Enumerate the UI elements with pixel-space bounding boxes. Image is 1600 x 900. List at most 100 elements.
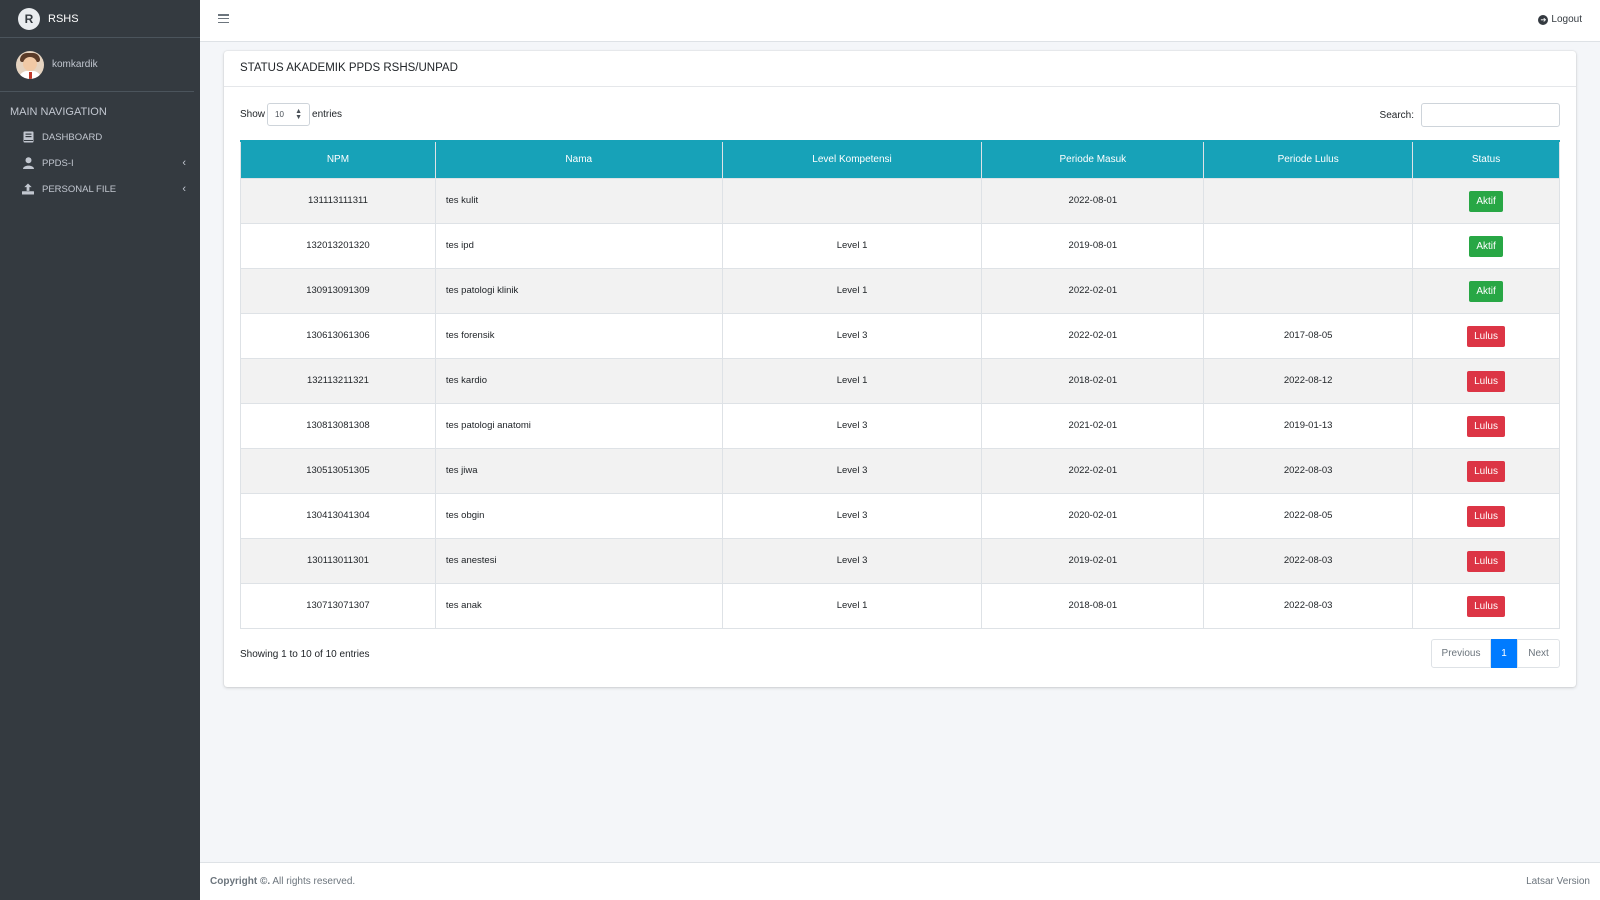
next-page-button[interactable]: Next — [1517, 639, 1560, 668]
updown-icon: ▲ ▼ — [295, 107, 303, 121]
cell-status: Lulus — [1412, 402, 1560, 449]
status-badge[interactable]: Aktif — [1469, 190, 1503, 212]
previous-page-button[interactable]: Previous — [1431, 639, 1491, 668]
cell-periode-masuk: 2022-02-01 — [981, 447, 1205, 494]
cell-periode-lulus — [1203, 267, 1414, 314]
cell-status: Lulus — [1412, 312, 1560, 359]
cell-npm: 130513051305 — [240, 447, 436, 494]
page-1-button[interactable]: 1 — [1491, 639, 1517, 668]
entries-value: 10 — [275, 110, 284, 119]
table-row: 130713071307 tes anak Level 1 2018-08-01 202… — [240, 582, 1560, 629]
cell-nama: tes patologi anatomi — [434, 402, 723, 449]
cell-nama: tes jiwa — [434, 447, 723, 494]
status-badge[interactable]: Lulus — [1467, 460, 1505, 482]
column-header-periode-lulus[interactable]: Periode Lulus — [1203, 140, 1414, 179]
cell-periode-masuk: 2018-02-01 — [981, 357, 1205, 404]
show-label: Show — [240, 109, 266, 120]
entries-select[interactable]: 10 ▲ ▼ — [267, 103, 311, 126]
column-header-periode-masuk[interactable]: Periode Masuk — [981, 140, 1205, 179]
table-info: Showing 1 to 10 of 10 entries — [240, 649, 370, 660]
column-header-status[interactable]: Status — [1412, 140, 1560, 179]
search-input[interactable] — [1421, 103, 1560, 127]
cell-periode-lulus: 2019-01-13 — [1203, 402, 1414, 449]
cell-level: Level 3 — [721, 447, 983, 494]
status-badge[interactable]: Lulus — [1467, 325, 1505, 347]
cell-periode-masuk: 2022-08-01 — [981, 177, 1205, 224]
column-header-npm[interactable]: NPM — [240, 140, 436, 179]
sidebar-item-personal-file[interactable]: PERSONAL FILE ‹ — [0, 176, 200, 202]
cell-periode-masuk: 2019-08-01 — [981, 222, 1205, 269]
table-controls: Show 10 ▲ ▼ entries Search: — [240, 103, 1560, 127]
upload-icon — [22, 183, 34, 196]
brand-name: RSHS — [48, 12, 79, 25]
table-row: 130513051305 tes jiwa Level 3 2022-02-01 202… — [240, 447, 1560, 494]
cell-periode-lulus: 2022-08-03 — [1203, 537, 1414, 584]
cell-nama: tes kardio — [434, 357, 723, 404]
search-label: Search: — [1379, 109, 1414, 121]
footer: Copyright ©. All rights reserved. Latsar… — [200, 862, 1600, 900]
entries-label: entries — [312, 109, 343, 120]
cell-nama: tes obgin — [434, 492, 723, 539]
cell-periode-lulus: 2022-08-03 — [1203, 447, 1414, 494]
cell-npm: 130413041304 — [240, 492, 436, 539]
logout-button[interactable]: ➔ Logout — [1538, 14, 1582, 25]
sidebar-item-label: DASHBOARD — [42, 131, 103, 143]
cell-level: Level 1 — [721, 222, 983, 269]
cell-periode-lulus: 2022-08-12 — [1203, 357, 1414, 404]
user-icon — [22, 157, 34, 170]
table-row: 130913091309 tes patologi klinik Level 1 20… — [240, 267, 1560, 314]
cell-status: Lulus — [1412, 537, 1560, 584]
cell-nama: tes kulit — [434, 177, 723, 224]
copyright-rest: All rights reserved. — [270, 876, 356, 887]
cell-periode-masuk: 2022-02-01 — [981, 267, 1205, 314]
nav-header: MAIN NAVIGATION — [10, 106, 107, 118]
chevron-left-icon: ‹ — [182, 157, 186, 169]
book-icon — [22, 131, 34, 144]
cell-periode-masuk: 2020-02-01 — [981, 492, 1205, 539]
cell-periode-masuk: 2018-08-01 — [981, 582, 1205, 629]
status-badge[interactable]: Aktif — [1469, 280, 1503, 302]
brand-link[interactable]: R RSHS — [0, 0, 200, 38]
cell-nama: tes ipd — [434, 222, 723, 269]
cell-level: Level 1 — [721, 582, 983, 629]
column-header-nama[interactable]: Nama — [434, 140, 723, 179]
cell-level: Level 1 — [721, 267, 983, 314]
cell-level — [721, 177, 983, 224]
cell-npm: 130813081308 — [240, 402, 436, 449]
cell-periode-lulus: 2017-08-05 — [1203, 312, 1414, 359]
user-name: komkardik — [52, 59, 98, 70]
cell-status: Lulus — [1412, 357, 1560, 404]
sign-out-icon: ➔ — [1538, 14, 1549, 25]
entries-length: Show 10 ▲ ▼ entries — [240, 103, 342, 126]
sidebar-item-ppds-i[interactable]: PPDS-I ‹ — [0, 150, 200, 176]
sidebar-item-dashboard[interactable]: DASHBOARD — [0, 124, 200, 150]
status-badge[interactable]: Lulus — [1467, 505, 1505, 527]
cell-level: Level 1 — [721, 357, 983, 404]
status-badge[interactable]: Lulus — [1467, 415, 1505, 437]
status-badge[interactable]: Lulus — [1467, 595, 1505, 617]
table-row: 130113011301 tes anestesi Level 3 2019-02-0… — [240, 537, 1560, 584]
brand-logo-icon: R — [18, 7, 40, 30]
status-badge[interactable]: Aktif — [1469, 235, 1503, 257]
cell-periode-lulus — [1203, 222, 1414, 269]
hamburger-menu-icon[interactable] — [218, 14, 229, 24]
table-header-row: NPM Nama Level Kompetensi Periode Masuk … — [240, 140, 1560, 179]
cell-nama: tes forensik — [434, 312, 723, 359]
status-card: STATUS AKADEMIK PPDS RSHS/UNPAD Show 10 … — [224, 51, 1576, 687]
status-badge[interactable]: Lulus — [1467, 550, 1505, 572]
user-panel[interactable]: komkardik — [0, 38, 194, 92]
cell-status: Lulus — [1412, 492, 1560, 539]
cell-periode-lulus: 2022-08-03 — [1203, 582, 1414, 629]
cell-status: Aktif — [1412, 267, 1560, 314]
cell-periode-lulus: 2022-08-05 — [1203, 492, 1414, 539]
cell-level: Level 3 — [721, 537, 983, 584]
status-badge[interactable]: Lulus — [1467, 370, 1505, 392]
cell-level: Level 3 — [721, 312, 983, 359]
cell-status: Lulus — [1412, 447, 1560, 494]
column-header-level[interactable]: Level Kompetensi — [721, 140, 983, 179]
cell-periode-masuk: 2021-02-01 — [981, 402, 1205, 449]
cell-nama: tes anestesi — [434, 537, 723, 584]
cell-periode-masuk: 2019-02-01 — [981, 537, 1205, 584]
cell-nama: tes patologi klinik — [434, 267, 723, 314]
